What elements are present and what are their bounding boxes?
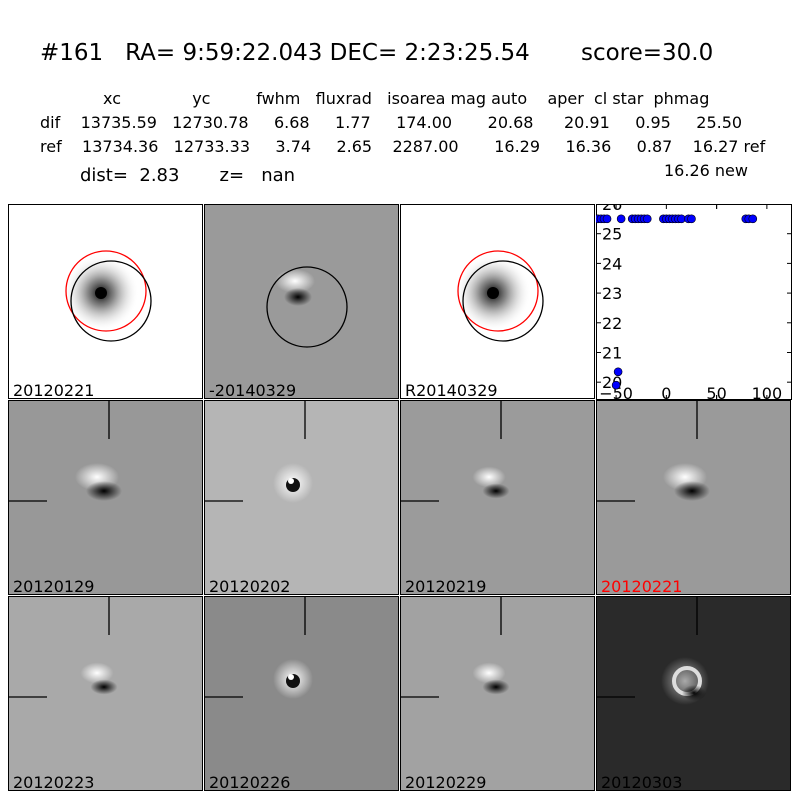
- reference-circle: [65, 250, 147, 332]
- x-tick-label: 50: [706, 384, 726, 400]
- stamp-date-label: 20120221: [601, 577, 683, 595]
- x-tick-label: 100: [752, 384, 783, 400]
- stamp-date-label: 20120129: [13, 577, 95, 595]
- stamp-date-label: 20120219: [405, 577, 487, 595]
- y-tick-label: 23: [602, 284, 622, 303]
- y-tick-label: 24: [602, 254, 622, 273]
- x-tick-label: −50: [599, 384, 633, 400]
- new-phmag: 16.26 new: [664, 161, 748, 180]
- table-row-ref: ref 13734.36 12733.33 3.74 2.65 2287.00 …: [40, 137, 766, 156]
- data-point: [613, 367, 623, 377]
- page-title: #161 RA= 9:59:22.043 DEC= 2:23:25.54 sco…: [40, 40, 714, 66]
- data-point: [602, 214, 612, 224]
- stamp-date-label: 20120229: [405, 773, 487, 791]
- stamp-date-label: 20120303: [601, 773, 683, 791]
- image-stamp: 20120223: [8, 596, 203, 791]
- table-row-dif: dif 13735.59 12730.78 6.68 1.77 174.00 2…: [40, 113, 743, 132]
- image-stamp: 20120219: [400, 400, 595, 595]
- stamp-date-label: 20120223: [13, 773, 95, 791]
- reference-circle: [457, 250, 539, 332]
- y-tick-label: 25: [602, 225, 622, 244]
- image-stamp: 20120202: [204, 400, 399, 595]
- image-stamp: 20120303: [596, 596, 791, 791]
- stamp-date-label: 20120202: [209, 577, 291, 595]
- data-point: [616, 214, 626, 224]
- stamp-date-label: -20140329: [209, 381, 297, 399]
- image-stamp: R20140329: [400, 204, 595, 399]
- stamp-date-label: 20120221: [13, 381, 95, 399]
- data-point: [642, 214, 652, 224]
- table-header: xc yc fwhm fluxrad isoarea mag auto aper…: [103, 89, 710, 108]
- plot-area: [596, 204, 792, 400]
- y-tick-label: 22: [602, 314, 622, 333]
- stamp-date-label: 20120226: [209, 773, 291, 791]
- data-point: [687, 214, 696, 224]
- image-stamp: 20120221: [8, 204, 203, 399]
- stamp-date-label: R20140329: [405, 381, 498, 399]
- data-point: [748, 214, 758, 224]
- image-stamp: -20140329: [204, 204, 399, 399]
- image-stamp: 20120229: [400, 596, 595, 791]
- aperture-circle: [70, 260, 152, 342]
- image-stamp: 20120226: [204, 596, 399, 791]
- aperture-circle: [462, 260, 544, 342]
- aperture-circle: [266, 266, 348, 348]
- image-stamp: 20120129: [8, 400, 203, 595]
- y-tick-label: 21: [602, 343, 622, 362]
- data-point: [611, 380, 621, 390]
- y-tick-label: 26: [602, 204, 622, 214]
- x-tick-label: 0: [661, 384, 671, 400]
- image-stamp: 20120221: [596, 400, 791, 595]
- distance-redshift-line: dist= 2.83 z= nan: [80, 165, 296, 186]
